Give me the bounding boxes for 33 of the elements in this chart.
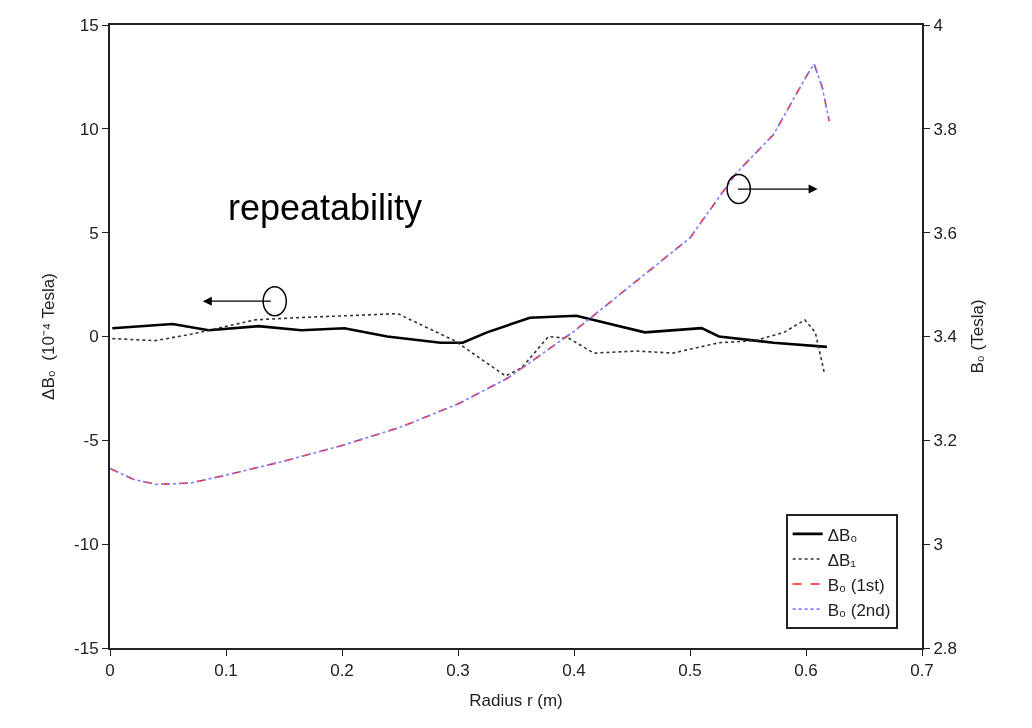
y-tick-label: 10 [79, 119, 99, 139]
y-tick-label: -5 [83, 431, 99, 451]
legend-label: B₀ (1st) [827, 575, 885, 595]
y2-tick-label: 2.8 [933, 638, 958, 658]
y-axis-title: ΔB₀ (10⁻⁴ Tesla) [39, 273, 59, 400]
y-tick-label: 0 [89, 327, 99, 347]
line-series [111, 312, 826, 377]
x-tick-label: 0.6 [794, 661, 818, 681]
x-tick-label: 0.7 [910, 661, 934, 681]
legend-label: ΔB₀ [827, 525, 858, 545]
y2-tick-label: 3.6 [933, 223, 958, 243]
x-tick-label: 0 [105, 661, 115, 681]
y2-tick-label: 3.2 [933, 431, 958, 451]
y-tick-label: -10 [74, 535, 99, 555]
y2-axis-title: B₀ (Tesla) [967, 299, 987, 374]
x-tick-label: 0.1 [214, 661, 238, 681]
y2-tick-label: 3.4 [933, 327, 958, 347]
x-tick-label: 0.3 [446, 661, 470, 681]
legend-label: ΔB₁ [827, 550, 857, 570]
y-tick-label: 15 [79, 15, 99, 35]
x-tick-label: 0.4 [562, 661, 586, 681]
y2-tick-label: 3 [933, 535, 943, 555]
y2-tick-label: 3.8 [933, 119, 958, 139]
x-tick-label: 0.5 [678, 661, 702, 681]
annotation: repeatability [228, 187, 423, 228]
x-axis-title: Radius r (m) [469, 691, 563, 711]
line-series [110, 63, 830, 486]
y2-tick-label: 4 [933, 15, 943, 35]
line-series [111, 314, 829, 349]
x-tick-label: 0.2 [330, 661, 354, 681]
legend-label: B₀ (2nd) [827, 600, 891, 620]
y-tick-label: -15 [74, 638, 99, 658]
y-tick-label: 5 [89, 223, 99, 243]
